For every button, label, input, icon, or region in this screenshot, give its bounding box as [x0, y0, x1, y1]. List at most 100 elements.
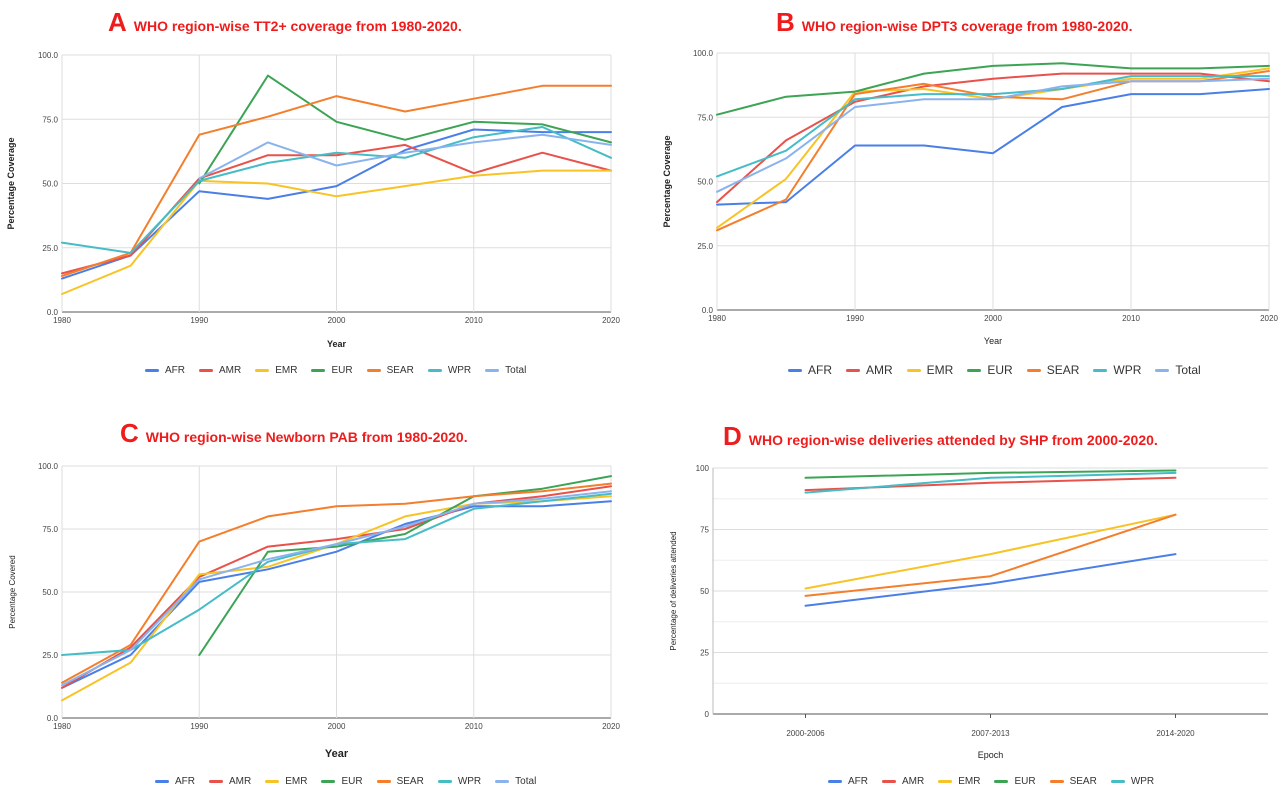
- legend-item-sear: SEAR: [376, 776, 424, 787]
- series-line-emr: [804, 513, 1177, 590]
- legend-item-emr: EMR: [906, 363, 954, 377]
- series-line-total: [198, 133, 612, 180]
- line-chart-d: 0 25 50 75 100 2000-2006 2007-2013 2014-2020 Epo…: [669, 464, 1268, 760]
- legend-label: SEAR: [386, 365, 414, 376]
- chart-panel-c: C WHO region-wise Newborn PAB from 1980-2…: [0, 395, 643, 789]
- legend-swatch: [906, 368, 921, 372]
- series-line-eur: [716, 62, 1270, 116]
- panel-letter-c: C: [120, 418, 139, 448]
- line-chart-c: 0.0 25.0 50.0 75.0 100.0 1980 1990 2000 2010 2020…: [8, 462, 620, 760]
- legend-swatch: [437, 780, 452, 783]
- legend-item-sear: SEAR: [1049, 776, 1097, 787]
- legend-label: EMR: [958, 776, 981, 787]
- legend-label: EMR: [285, 776, 308, 787]
- x-tick-label: 2000-2006: [786, 729, 825, 738]
- y-tick-label: 100.0: [38, 51, 59, 60]
- series-line-wpr: [804, 471, 1177, 494]
- legend-item-wpr: WPR: [1093, 363, 1141, 377]
- series-line-wpr: [716, 75, 1270, 178]
- legend-label: EUR: [341, 776, 363, 787]
- legend-label: AFR: [175, 776, 195, 787]
- legend-label: AFR: [848, 776, 868, 787]
- x-tick-label: 2000: [984, 314, 1002, 323]
- legend-swatch: [376, 780, 391, 783]
- series-line-sear: [804, 513, 1177, 597]
- chart-title-b: B WHO region-wise DPT3 coverage from 1980…: [776, 7, 1132, 38]
- legend-item-total: Total: [495, 776, 536, 787]
- y-axis-title: Percentage Coverage: [662, 135, 672, 227]
- legend-swatch: [1049, 780, 1064, 783]
- legend-swatch: [311, 369, 326, 372]
- chart-title-c: C WHO region-wise Newborn PAB from 1980-2…: [120, 418, 468, 449]
- legend-item-total: Total: [1155, 363, 1201, 377]
- x-tick-label: 2020: [602, 316, 620, 325]
- y-tick-label: 0.0: [47, 308, 59, 317]
- x-tick-label: 1980: [53, 722, 71, 731]
- series-line-total: [61, 490, 612, 687]
- legend-label: SEAR: [396, 776, 424, 787]
- legend-label: SEAR: [1069, 776, 1097, 787]
- y-tick-label: 75: [700, 526, 709, 535]
- legend-b: AFR AMR EMR EUR SEAR WPR Total: [788, 363, 1215, 377]
- legend-label: AMR: [866, 363, 893, 377]
- chart-title-text-c: WHO region-wise Newborn PAB from 1980-20…: [145, 429, 468, 445]
- series-line-eur: [198, 74, 612, 185]
- y-tick-label: 100: [696, 464, 710, 473]
- series-line-total: [716, 77, 1270, 193]
- legend-item-sear: SEAR: [366, 365, 414, 376]
- x-axis-title: Year: [984, 336, 1002, 346]
- panel-letter-b: B: [776, 7, 795, 37]
- x-tick-label: 2000: [328, 316, 346, 325]
- legend-item-amr: AMR: [209, 776, 251, 787]
- legend-item-emr: EMR: [265, 776, 307, 787]
- x-tick-label: 2007-2013: [971, 729, 1010, 738]
- legend-label: AFR: [808, 363, 832, 377]
- y-tick-label: 50.0: [42, 588, 58, 597]
- legend-swatch: [994, 780, 1009, 783]
- series-line-emr: [61, 169, 612, 295]
- chart-panel-a: A WHO region-wise TT2+ coverage from 1980…: [0, 0, 643, 395]
- legend-item-amr: AMR: [846, 363, 893, 377]
- legend-label: EMR: [926, 363, 954, 377]
- x-axis-title: Year: [325, 748, 349, 760]
- x-tick-label: 2014-2020: [1156, 729, 1195, 738]
- legend-item-afr: AFR: [828, 776, 868, 787]
- x-tick-label: 2020: [1260, 314, 1278, 323]
- legend-label: AMR: [219, 365, 242, 376]
- legend-item-sear: SEAR: [1026, 363, 1079, 377]
- legend-swatch: [846, 368, 860, 372]
- legend-swatch: [1026, 368, 1041, 372]
- chart-title-text-d: WHO region-wise deliveries attended by S…: [748, 432, 1158, 448]
- x-tick-label: 2020: [602, 722, 620, 731]
- legend-item-eur: EUR: [967, 363, 1013, 377]
- legend-swatch: [265, 780, 280, 783]
- legend-label: EUR: [1014, 776, 1036, 787]
- chart-title-d: D WHO region-wise deliveries attended by …: [723, 421, 1158, 452]
- x-tick-label: 1990: [190, 316, 208, 325]
- legend-item-afr: AFR: [788, 363, 832, 377]
- legend-swatch: [145, 369, 159, 372]
- y-tick-label: 25.0: [697, 242, 713, 251]
- line-chart-a: 0.0 25.0 50.0 75.0 100.0 1980 1990 2000 2010 2020…: [6, 51, 620, 349]
- legend-item-total: Total: [485, 365, 526, 376]
- legend-item-amr: AMR: [199, 365, 241, 376]
- series-line-eur: [198, 475, 612, 656]
- legend-label: Total: [505, 365, 527, 376]
- chart-title-text-b: WHO region-wise DPT3 coverage from 1980-…: [801, 18, 1133, 34]
- legend-label: EUR: [987, 363, 1013, 377]
- series-line-eur: [804, 469, 1177, 479]
- x-axis-title: Epoch: [978, 750, 1004, 760]
- panel-letter-a: A: [108, 7, 127, 37]
- legend-label: EMR: [275, 365, 298, 376]
- y-tick-label: 0: [705, 710, 710, 719]
- legend-c: AFR AMR EMR EUR SEAR WPR Total: [155, 776, 550, 787]
- series-line-afr: [804, 553, 1177, 607]
- legend-swatch: [255, 369, 270, 372]
- x-tick-label: 2010: [465, 316, 483, 325]
- legend-swatch: [1093, 368, 1108, 372]
- y-tick-label: 25.0: [42, 651, 58, 660]
- legend-label: EUR: [331, 365, 353, 376]
- legend-swatch: [209, 780, 223, 783]
- legend-swatch: [967, 368, 982, 372]
- series-line-afr: [716, 88, 1270, 206]
